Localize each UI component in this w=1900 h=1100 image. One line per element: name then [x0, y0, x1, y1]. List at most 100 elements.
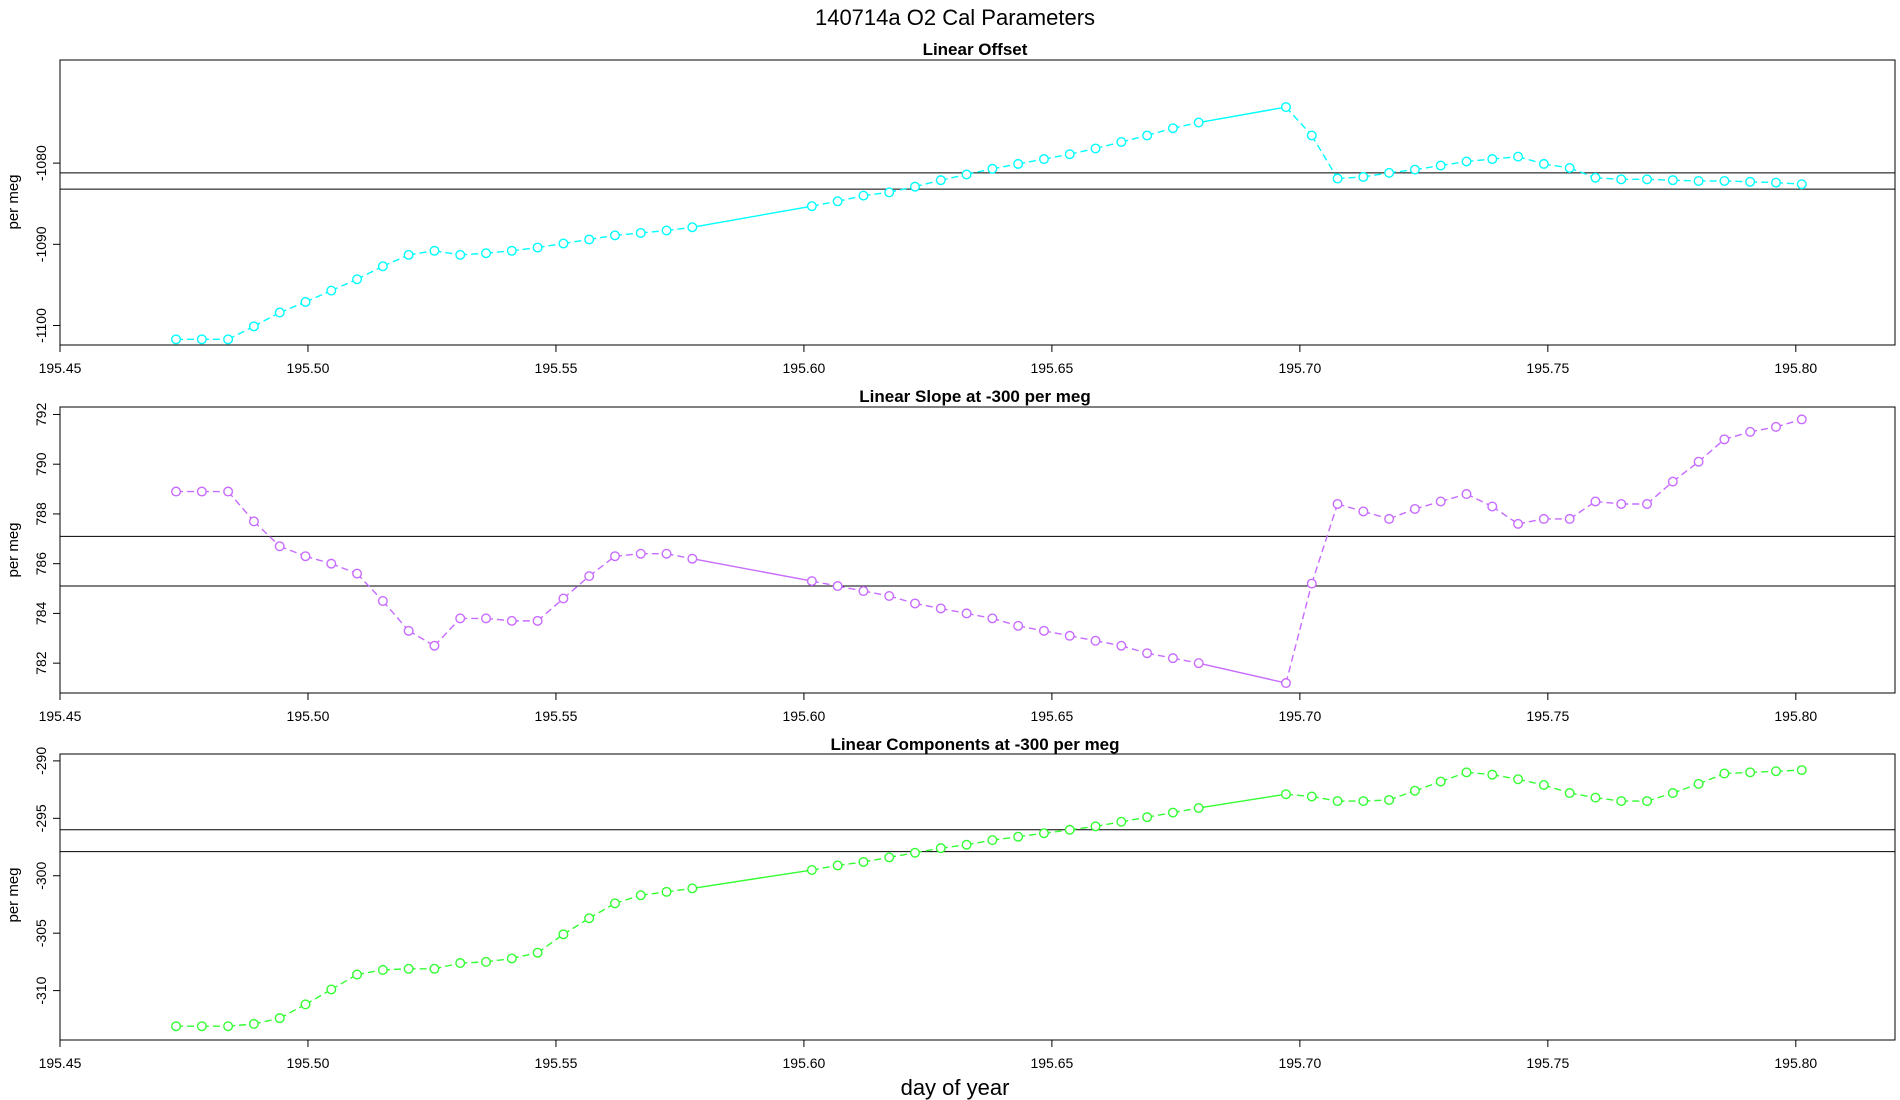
data-point [1435, 776, 1446, 787]
data-point [910, 181, 921, 192]
data-point [1409, 503, 1420, 514]
data-point [1064, 630, 1075, 641]
data-point [1642, 796, 1653, 807]
data-point [403, 963, 414, 974]
data-point [661, 548, 672, 559]
series-segment [1491, 505, 1519, 525]
panel-linear-offset: Linear Offset per meg [5, 40, 1028, 230]
data-point [1487, 769, 1498, 780]
data-point [806, 201, 817, 212]
data-point [1538, 513, 1549, 524]
data-point [1332, 796, 1343, 807]
data-point [506, 615, 517, 626]
data-point [506, 953, 517, 964]
data-point [584, 913, 595, 924]
y-tick-label: -1100 [33, 308, 49, 343]
data-point [961, 608, 972, 619]
data-point [1796, 414, 1807, 425]
data-point [609, 898, 620, 909]
data-point [1013, 831, 1024, 842]
data-point [429, 640, 440, 651]
data-point [1384, 794, 1395, 805]
data-point [832, 860, 843, 871]
data-point [1280, 678, 1291, 689]
data-point [1167, 123, 1178, 134]
data-point [858, 586, 869, 597]
plot-area-linear-offset: 195.45 195.50 195.55 195.60 195.65 195.70 195.… [33, 59, 1896, 376]
data-point [326, 285, 337, 296]
data-point [1193, 802, 1204, 813]
data-point [403, 625, 414, 636]
data-point [481, 956, 492, 967]
data-point [1796, 179, 1807, 190]
series-segment [253, 520, 281, 547]
data-point [1013, 620, 1024, 631]
data-point [274, 307, 285, 318]
data-point [558, 238, 569, 249]
x-tick-label: 195.75 [1526, 708, 1569, 724]
data-point [1167, 807, 1178, 818]
data-point [1116, 640, 1127, 651]
data-point [832, 196, 843, 207]
data-point [1435, 160, 1446, 171]
data-point [171, 1021, 182, 1032]
y-tick-label: -1090 [33, 226, 49, 262]
y-tick-label: 790 [33, 452, 49, 476]
y-tick-label: -310 [33, 976, 49, 1004]
x-tick-label: 195.55 [535, 360, 578, 376]
data-point [1719, 768, 1730, 779]
data-point [1409, 785, 1420, 796]
data-point [1332, 498, 1343, 509]
y-tick-label: -295 [33, 804, 49, 832]
data-point [1435, 496, 1446, 507]
series-segment [382, 600, 410, 632]
data-point [1461, 489, 1472, 500]
data-point [935, 843, 946, 854]
data-point [1038, 828, 1049, 839]
y-tick-label: 792 [33, 403, 49, 427]
series-segment [563, 917, 590, 935]
x-tick-label: 195.55 [535, 1055, 578, 1071]
data-point [584, 571, 595, 582]
data-point [1590, 792, 1601, 803]
data-point [506, 245, 517, 256]
series-segment [1311, 503, 1339, 584]
data-point [481, 248, 492, 259]
data-point [326, 984, 337, 995]
data-point [1667, 175, 1678, 186]
data-point [300, 551, 311, 562]
data-point [1142, 648, 1153, 659]
data-point [635, 890, 646, 901]
data-point [481, 613, 492, 624]
data-point [1745, 176, 1756, 187]
x-tick-label: 195.70 [1278, 1055, 1321, 1071]
series-segment [692, 558, 812, 582]
data-point [223, 486, 234, 497]
series-line-linear-slope [176, 418, 1802, 684]
data-point [806, 865, 817, 876]
y-tick-label: 782 [33, 651, 49, 675]
data-point [1564, 788, 1575, 799]
data-point [1667, 788, 1678, 799]
data-point [961, 839, 972, 850]
data-point [1538, 780, 1549, 791]
data-point [274, 541, 285, 552]
data-point [1461, 156, 1472, 167]
data-point [429, 963, 440, 974]
data-point [1513, 774, 1524, 785]
data-point [1090, 821, 1101, 832]
x-axis-label: day of year [901, 1075, 1010, 1100]
series-segment [537, 597, 564, 622]
data-point [455, 613, 466, 624]
y-tick-label: 788 [33, 502, 49, 526]
data-point [1306, 578, 1317, 589]
y-axis-label-linear-offset: per meg [5, 174, 22, 229]
data-point [352, 969, 363, 980]
data-point [910, 598, 921, 609]
series-segment [1285, 583, 1313, 684]
data-point [558, 593, 569, 604]
x-tick-label: 195.75 [1526, 1055, 1569, 1071]
series-line-linear-components [176, 769, 1802, 1027]
data-point [1193, 117, 1204, 128]
series-segment [433, 617, 461, 647]
